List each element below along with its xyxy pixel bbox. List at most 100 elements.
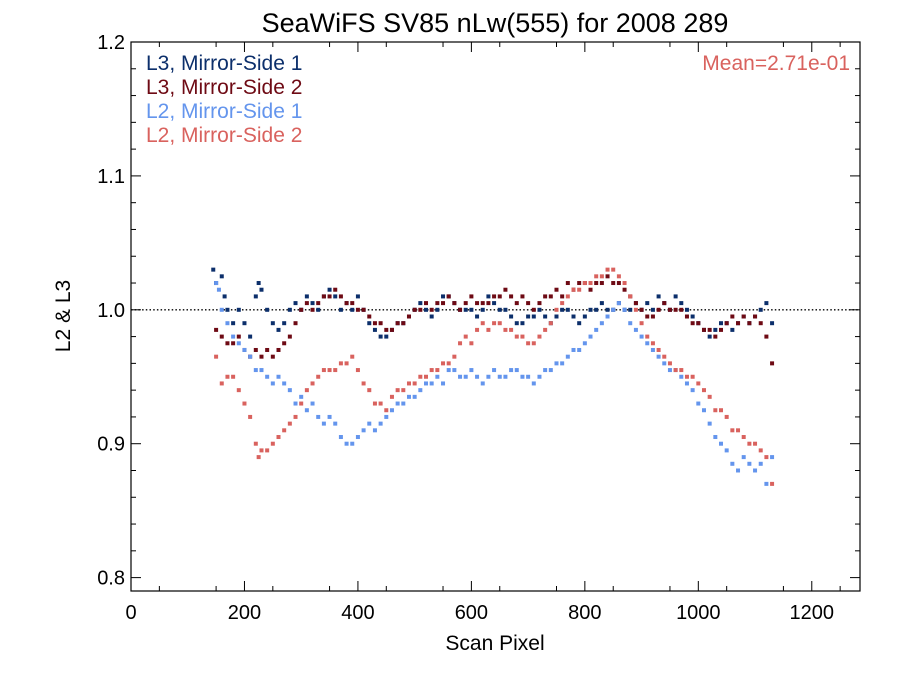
data-point [389,408,394,413]
data-point [531,307,536,312]
data-point [231,334,236,339]
data-point [486,374,491,379]
data-point [219,307,224,312]
data-point [713,327,718,332]
data-point [605,267,610,272]
data-point [520,294,525,299]
plot-frame [130,41,861,592]
data-point [582,281,587,286]
data-point [480,301,485,306]
data-point [389,394,394,399]
data-point [316,301,321,306]
x-axis-label: Scan Pixel [445,632,544,655]
data-point [435,307,440,312]
data-point [418,374,423,379]
data-point [650,341,655,346]
data-point [690,321,695,326]
data-point [588,281,593,286]
data-point [679,374,684,379]
data-point [543,314,548,319]
data-point [384,414,389,419]
data-point [684,381,689,386]
data-point [509,294,514,299]
data-point [628,294,633,299]
data-point [276,374,281,379]
data-point [719,321,724,326]
data-point [231,321,236,326]
data-point [560,361,565,366]
data-point [492,368,497,373]
data-point [633,307,638,312]
data-point [282,341,287,346]
data-point [548,368,553,373]
series-l2-mirror-side-2 [214,267,775,486]
data-point [537,374,542,379]
data-point [418,307,423,312]
data-point [622,307,627,312]
data-point [616,274,621,279]
data-point [480,321,485,326]
data-point [446,361,451,366]
data-point [707,394,712,399]
data-point [248,414,253,419]
data-point [225,374,230,379]
data-point [256,455,261,460]
data-point [475,327,480,332]
data-point [293,301,298,306]
data-point [435,301,440,306]
data-point [526,341,531,346]
x-tick-label: 0 [125,602,136,624]
data-point [486,327,491,332]
data-point [753,441,758,446]
data-point [503,287,508,292]
data-point [548,294,553,299]
data-point [384,408,389,413]
data-point [719,441,724,446]
data-point [242,347,247,352]
data-point [679,301,684,306]
data-point [673,368,678,373]
data-point [270,441,275,446]
data-point [225,341,230,346]
data-point [253,294,258,299]
data-point [338,294,343,299]
x-tick-label: 800 [568,602,601,624]
data-point [543,294,548,299]
data-point [480,381,485,386]
data-point [724,321,729,326]
data-point [458,374,463,379]
data-point [378,421,383,426]
data-point [372,321,377,326]
data-point [492,294,497,299]
mean-annotation: Mean=2.71e-01 [702,52,850,75]
data-point [753,314,758,319]
y-axis-label: L2 & L3 [52,280,75,352]
data-point [741,435,746,440]
legend: L3, Mirror-Side 1L3, Mirror-Side 2L2, Mi… [146,52,302,147]
legend-entry: L2, Mirror-Side 1 [146,100,302,123]
data-point [282,321,287,326]
data-point [310,301,315,306]
data-point [526,301,531,306]
data-point [452,301,457,306]
data-point [350,307,355,312]
data-point [577,281,582,286]
data-point [435,368,440,373]
data-point [327,414,332,419]
data-point [214,354,219,359]
data-point [645,334,650,339]
data-point [662,354,667,359]
data-point [509,314,514,319]
data-point [293,414,298,419]
data-point [645,341,650,346]
data-point [770,321,775,326]
data-point [256,281,261,286]
data-point [418,388,423,393]
data-point [611,281,616,286]
data-point [350,354,355,359]
data-point [531,314,536,319]
data-point [395,321,400,326]
data-point [367,321,372,326]
data-point [214,281,219,286]
